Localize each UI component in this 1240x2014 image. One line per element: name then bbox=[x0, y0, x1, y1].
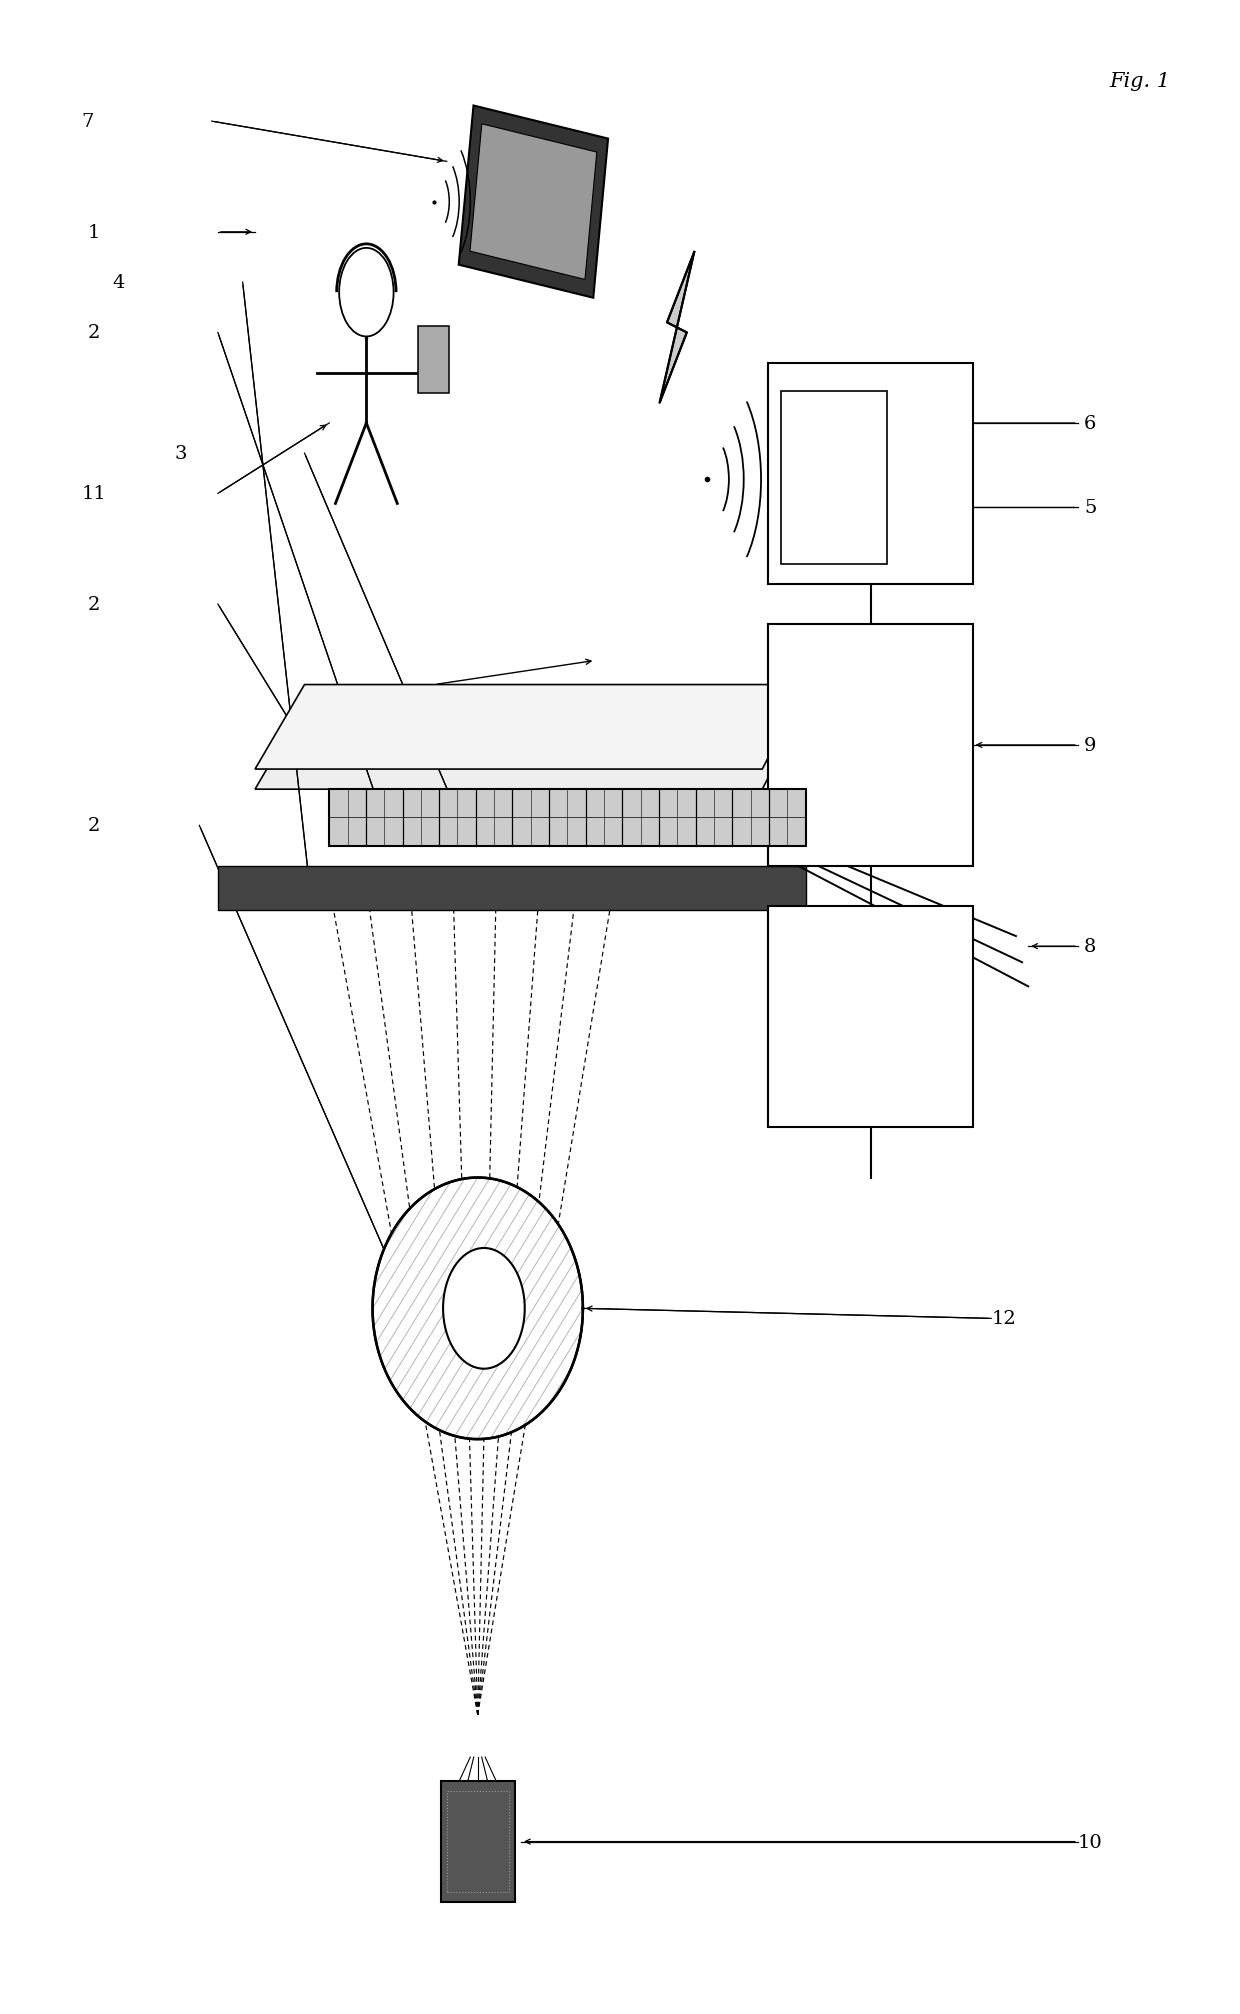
Text: 6: 6 bbox=[1084, 415, 1096, 433]
Polygon shape bbox=[255, 685, 806, 769]
Text: 7: 7 bbox=[82, 113, 94, 131]
Text: 8: 8 bbox=[1084, 939, 1096, 957]
Bar bbox=[769, 906, 972, 1128]
Text: 2: 2 bbox=[88, 818, 100, 836]
Polygon shape bbox=[660, 254, 694, 403]
Bar bbox=[781, 393, 887, 564]
Polygon shape bbox=[459, 107, 608, 298]
Bar bbox=[769, 624, 972, 866]
Text: 2: 2 bbox=[88, 596, 100, 614]
Bar bbox=[440, 1780, 515, 1901]
Ellipse shape bbox=[443, 1249, 525, 1370]
Text: 10: 10 bbox=[1078, 1833, 1102, 1851]
Bar bbox=[769, 363, 972, 584]
Polygon shape bbox=[372, 1178, 583, 1440]
Text: 1: 1 bbox=[88, 224, 100, 242]
Text: 12: 12 bbox=[991, 1309, 1016, 1327]
Text: 3: 3 bbox=[175, 445, 187, 463]
Bar bbox=[330, 789, 806, 846]
Text: 2: 2 bbox=[88, 324, 100, 342]
Text: 9: 9 bbox=[1084, 737, 1096, 755]
Text: 4: 4 bbox=[113, 274, 125, 292]
Circle shape bbox=[340, 250, 393, 336]
Text: 11: 11 bbox=[82, 485, 107, 504]
Text: Fig. 1: Fig. 1 bbox=[1109, 73, 1171, 91]
Polygon shape bbox=[470, 125, 596, 280]
Polygon shape bbox=[255, 705, 806, 789]
Bar bbox=[418, 326, 449, 393]
Bar bbox=[446, 1790, 508, 1891]
Bar bbox=[218, 866, 806, 910]
Text: 5: 5 bbox=[1084, 499, 1096, 518]
